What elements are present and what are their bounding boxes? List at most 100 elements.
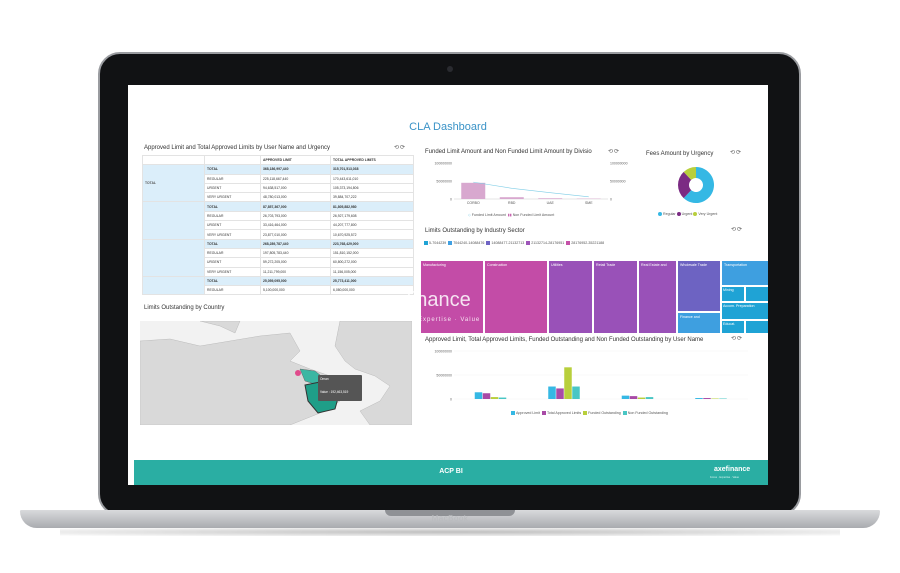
table-cell-approved: 33,416,464,000 [260,220,331,231]
fees-legend: Regular Urgent Very Urgent [658,212,717,217]
treemap-cell[interactable] [746,287,768,301]
watermark-tagline: Expertise · Value [418,317,481,323]
treemap-cell[interactable]: Finance and [678,313,720,333]
user-name-cell [142,201,205,240]
table-cell-total: 10,670,925,572 [330,229,414,240]
reset-icon: ⟳ [737,227,744,233]
user-bar [637,397,646,399]
footer-logo: axefinance [714,466,751,473]
treemap-cell[interactable] [746,321,768,333]
laptop-notch [385,510,515,516]
user-bar [548,386,556,399]
reset-icon: ⟳ [737,336,744,342]
table-cell-total: 105,373,194,806 [330,182,414,194]
laptop-shadow [60,528,840,536]
table-cell-label: VERY URGENT [204,192,261,203]
device-label: MacBook [431,514,469,523]
treemap-cell[interactable]: Utilities [549,261,592,333]
y2-tick-label: 100000000 [610,162,628,166]
user-bar [556,388,564,399]
limits-table: APPROVED LIMIT TOTAL APPROVED LIMITS TOT… [142,154,414,296]
industry-legend: 5-7044239 7044240-14088476 14088477-2113… [424,241,604,246]
treemap-cell[interactable]: Construction [485,261,547,333]
table-header-cell: APPROVED LIMIT [260,154,331,166]
treemap-cell[interactable]: Mining [722,287,744,301]
y-tick-label: 50000000 [436,180,452,184]
y2-tick-label: 50000000 [610,180,626,184]
table-header-cell [142,154,205,166]
treemap-cell[interactable]: Transportation [722,261,768,285]
x-tick-label: SME [585,201,593,205]
qatar-marker [295,370,301,376]
dashboard-title: CLA Dashboard [409,121,487,133]
funded-panel-title: Funded Limit Amount and Non Funded Limit… [425,149,592,155]
y2-tick-label: 0 [610,198,612,202]
table-cell-total: 223,768,429,000 [330,238,414,249]
user-panel-icons[interactable]: ⟲⟳ [731,335,743,342]
table-cell-label: VERY URGENT [204,229,261,240]
treemap-cell[interactable]: Accom. Preparation [722,303,768,319]
user-bar [564,367,572,399]
table-header-cell [204,154,261,166]
user-name-cell: TOTAL [142,164,205,203]
table-cell-label: URGENT [204,220,261,231]
pie-slice [683,167,714,203]
tooltip-country: Oman [320,377,329,381]
user-name-cell [142,275,205,296]
table-cell-approved: 11,211,799,000 [260,266,331,277]
table-cell-label: REGULAR [204,247,261,259]
x-tick-label: UAE [547,201,555,205]
table-cell-approved: 225,118,667,440 [260,173,331,184]
industry-treemap: Manufacturing Construction Utilities Ret… [421,261,768,333]
x-tick-label: CORBO [467,201,480,205]
legend-non-funded: Non Funded Limit Amount [512,213,555,217]
table-cell-label: TOTAL [204,275,261,287]
user-chart: 100000000 50000000 0 [434,350,748,402]
reset-icon: ⟳ [614,149,621,155]
table-cell-label: REGULAR [204,285,261,296]
table-cell-label: TOTAL [204,201,261,212]
footer-label: ACP BI [439,468,463,475]
user-legend: Approved Limit Total Approved Limits Fun… [511,411,668,416]
treemap-cell[interactable]: Real Estate and [639,261,676,333]
treemap-cell[interactable]: Retail Trade [594,261,637,333]
user-bar [482,393,491,399]
table-cell-label: REGULAR [204,210,261,222]
treemap-cell[interactable]: Educat. [722,321,744,333]
table-panel-title: Approved Limit and Total Approved Limits… [144,145,330,151]
reset-icon: ⟳ [400,145,407,151]
user-name-cell [142,238,205,277]
user-panel-title: Approved Limit, Total Approved Limits, F… [425,337,704,343]
table-cell-total: 170,443,611,010 [330,173,414,184]
screen: CLA Dashboard Approved Limit and Total A… [128,85,768,485]
table-panel-icons[interactable]: ⟲⟳ [394,144,406,151]
industry-panel-icons[interactable]: ⟲⟳ [731,226,743,233]
table-header-cell: TOTAL APPROVED LIMITS [330,154,414,166]
refresh-icon: ⟲ [731,227,738,233]
table-cell-total: 315,701,513,038 [330,164,414,175]
tooltip-value: Value : 192,463,519 [320,390,349,394]
user-bar [572,386,580,399]
fees-panel-title: Fees Amount by Urgency [646,151,714,157]
table-row: REGULAR 26,703,793,000 26,927,179,608 [143,210,414,222]
table-cell-approved: 268,289,787,440 [260,238,331,249]
funded-legend: ◇ Funded Limit Amount ▮▮ Non Funded Limi… [468,213,555,217]
funded-bar [538,198,563,199]
camera-icon [447,66,453,72]
treemap-cell[interactable]: Manufacturing [421,261,483,333]
funded-panel-icons[interactable]: ⟲⟳ [608,148,620,155]
table-cell-label: REGULAR [204,173,261,184]
table-cell-approved: 368,186,997,440 [260,164,331,175]
table-cell-label: VERY URGENT [204,266,261,277]
treemap-cell[interactable]: Wholesale Trade [678,261,720,311]
laptop-base [20,510,880,528]
user-bar [498,397,507,399]
table-cell-total: 60,800,272,000 [330,257,414,268]
table-cell-approved: 26,703,793,000 [260,210,331,222]
user-bar [703,398,711,399]
fees-panel-icons[interactable]: ⟲⟳ [730,149,742,156]
pie-slice [683,167,696,180]
user-bar [490,397,499,399]
country-map[interactable] [140,321,412,425]
